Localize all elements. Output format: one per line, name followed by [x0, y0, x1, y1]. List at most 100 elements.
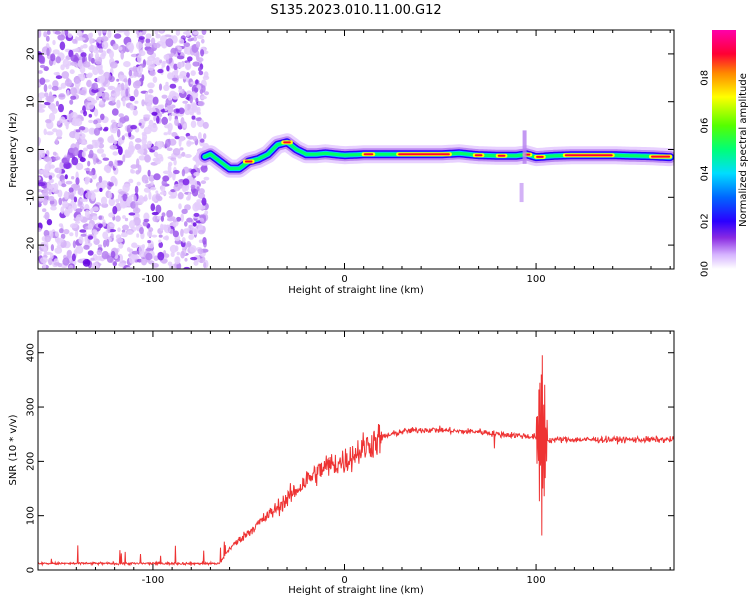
noise-blob [39, 77, 46, 85]
noise-blob [69, 99, 74, 105]
noise-blob [199, 88, 204, 95]
noise-blob [178, 74, 184, 79]
noise-blob [98, 215, 103, 220]
noise-blob [68, 205, 73, 214]
noise-blob [198, 66, 202, 72]
noise-blob [144, 179, 149, 184]
noise-blob [68, 113, 72, 123]
noise-blob [103, 126, 109, 131]
noise-blob [66, 89, 70, 97]
noise-blob [152, 76, 158, 83]
noise-blob [109, 61, 118, 69]
noise-region [38, 30, 210, 269]
noise-blob [50, 53, 56, 62]
noise-blob [101, 180, 108, 185]
noise-blob [98, 175, 103, 183]
noise-blob [38, 55, 45, 64]
noise-blob [173, 63, 178, 70]
noise-blob [147, 140, 152, 147]
noise-blob [39, 257, 48, 264]
noise-blob [108, 160, 114, 167]
noise-blob [176, 55, 185, 60]
noise-blob [99, 187, 103, 192]
noise-blob [91, 139, 97, 143]
noise-blob [38, 108, 45, 113]
noise-blob [123, 61, 131, 68]
noise-blob [150, 203, 156, 212]
noise-blob [173, 159, 177, 166]
noise-blob [120, 50, 124, 60]
noise-blob [152, 96, 159, 105]
noise-blob [197, 204, 206, 210]
noise-blob [118, 113, 124, 118]
noise-blob [204, 210, 209, 215]
noise-blob [134, 185, 139, 194]
noise-blob [79, 198, 88, 202]
noise-blob [188, 230, 194, 235]
noise-blob [102, 157, 110, 161]
noise-blob [75, 48, 79, 52]
x-tick-label: 100 [527, 575, 546, 586]
noise-blob [174, 69, 178, 78]
noise-blob [51, 85, 59, 91]
noise-blob [196, 35, 204, 39]
noise-blob [115, 215, 121, 222]
noise-blob [121, 203, 128, 208]
noise-blob [195, 41, 201, 48]
colorbar-ticks: 0.0 0.2 0.4 0.6 0.8 [700, 70, 711, 277]
noise-blob [190, 256, 198, 261]
noise-blob [163, 84, 170, 92]
noise-blob [141, 99, 145, 107]
noise-blob [178, 88, 183, 93]
noise-blob [115, 237, 124, 243]
noise-blob [200, 95, 207, 100]
noise-blob [58, 228, 64, 234]
noise-blob [64, 30, 69, 36]
noise-blob [148, 89, 154, 94]
noise-blob [48, 257, 53, 266]
noise-blob [83, 244, 90, 250]
noise-blob [118, 191, 127, 195]
noise-blob [154, 30, 159, 35]
noise-blob [38, 194, 45, 202]
noise-blob [127, 77, 132, 86]
noise-blob [122, 154, 126, 163]
noise-blob [128, 220, 136, 229]
noise-blob [128, 178, 134, 184]
noise-blob [95, 123, 102, 129]
noise-blob [155, 153, 163, 160]
noise-blob [199, 138, 205, 143]
noise-blob [133, 88, 139, 98]
noise-blob [175, 108, 180, 113]
noise-blob [162, 170, 170, 175]
noise-blob [75, 208, 83, 213]
noise-blob [182, 178, 190, 186]
noise-blob [169, 216, 176, 220]
noise-blob [114, 159, 118, 169]
noise-blob [46, 131, 54, 136]
y-tick-label: 10 [26, 95, 37, 108]
noise-blob [137, 148, 145, 154]
noise-blob [160, 215, 164, 222]
noise-blob [107, 97, 115, 101]
noise-blob [100, 36, 109, 42]
noise-blob [173, 169, 180, 175]
noise-blob [124, 149, 130, 156]
noise-blob [80, 233, 87, 237]
noise-blob [181, 169, 186, 177]
noise-blob [70, 61, 78, 66]
noise-blob [153, 42, 161, 49]
noise-blob [171, 77, 178, 82]
noise-blob [88, 113, 93, 118]
noise-blob [123, 115, 130, 122]
noise-blob [166, 210, 174, 218]
noise-blob [180, 213, 184, 222]
noise-blob [108, 197, 116, 207]
noise-blob [75, 177, 80, 185]
noise-blob [130, 125, 138, 130]
noise-blob [136, 65, 144, 74]
noise-blob [86, 96, 93, 102]
noise-blob [183, 123, 187, 129]
noise-blob [161, 94, 168, 99]
